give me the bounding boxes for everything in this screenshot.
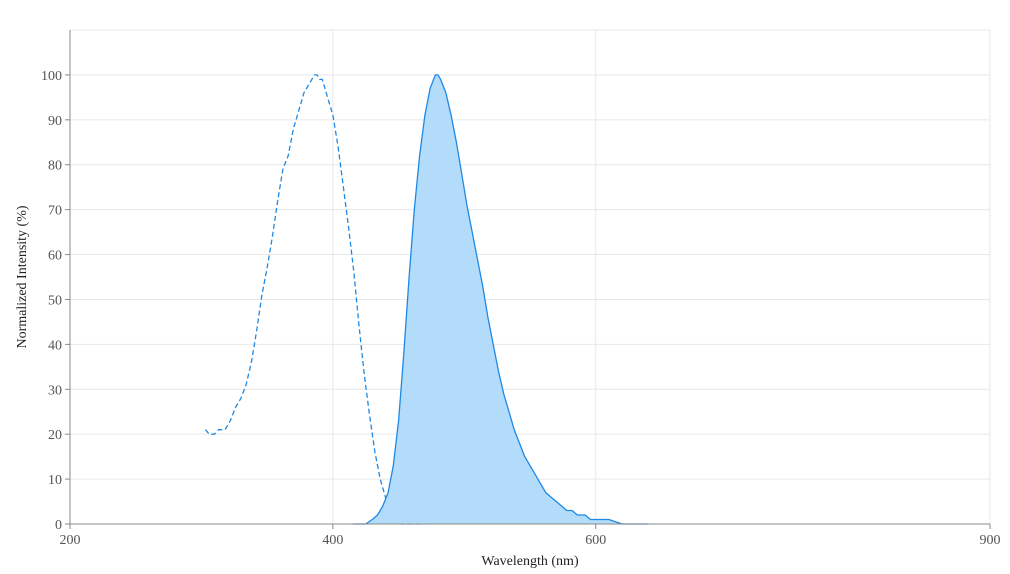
- y-tick-label: 80: [48, 159, 62, 174]
- x-tick-label: 600: [585, 533, 606, 548]
- axes: [65, 30, 991, 529]
- series-layer: [204, 74, 649, 525]
- emission-line: [352, 74, 649, 525]
- excitation-line: [204, 74, 425, 525]
- grid: [70, 29, 991, 524]
- y-tick-label: 50: [48, 293, 62, 308]
- y-tick-label: 90: [48, 114, 62, 129]
- x-axis-title: Wavelength (nm): [481, 554, 579, 569]
- y-tick-label: 60: [48, 249, 62, 264]
- y-tick-label: 100: [41, 69, 62, 84]
- x-tick-label: 200: [60, 533, 81, 548]
- y-tick-label: 30: [48, 383, 62, 398]
- y-tick-label: 40: [48, 338, 62, 353]
- y-tick-label: 20: [48, 428, 62, 443]
- y-tick-label: 0: [55, 518, 62, 533]
- y-tick-label: 70: [48, 204, 62, 219]
- tick-labels: 0 10 20 30 40 50 60 70 80 90 100 200 400 600 900: [41, 69, 1001, 548]
- y-axis-title: Normalized Intensity (%): [15, 205, 30, 348]
- y-tick-label: 10: [48, 473, 62, 488]
- emission-area-fill: [352, 74, 649, 525]
- x-tick-label: 900: [980, 533, 1001, 548]
- x-tick-label: 400: [322, 533, 343, 548]
